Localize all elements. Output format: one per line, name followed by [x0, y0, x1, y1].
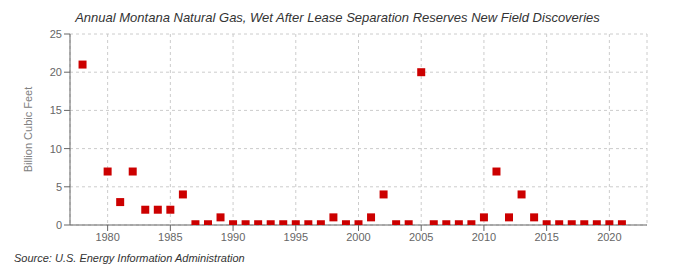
svg-text:1980: 1980: [95, 231, 119, 243]
svg-text:1990: 1990: [221, 231, 245, 243]
svg-text:5: 5: [56, 181, 62, 193]
svg-text:2005: 2005: [409, 231, 433, 243]
svg-text:2010: 2010: [472, 231, 496, 243]
svg-text:25: 25: [50, 28, 62, 40]
svg-text:2000: 2000: [346, 231, 370, 243]
svg-text:1995: 1995: [284, 231, 308, 243]
html-text:Source: U.S. Energy Informatio: Source: U.S. Energy Information Administ…: [14, 252, 245, 264]
svg-text:10: 10: [50, 143, 62, 155]
svg-text:Billion Cubic Feet: Billion Cubic Feet: [22, 87, 34, 173]
svg-text:20: 20: [50, 66, 62, 78]
svg-text:2020: 2020: [597, 231, 621, 243]
svg-text:1985: 1985: [158, 231, 182, 243]
svg-text:0: 0: [56, 219, 62, 231]
svg-text:2015: 2015: [534, 231, 558, 243]
html-text:Annual Montana Natural Gas, We: Annual Montana Natural Gas, Wet After Le…: [75, 10, 600, 25]
svg-text:15: 15: [50, 104, 62, 116]
